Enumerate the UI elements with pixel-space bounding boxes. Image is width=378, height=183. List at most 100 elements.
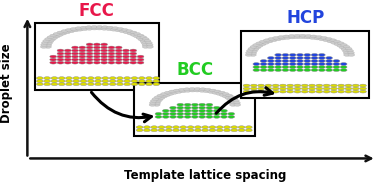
- Circle shape: [122, 29, 129, 31]
- Circle shape: [184, 109, 191, 112]
- Circle shape: [231, 129, 238, 132]
- Circle shape: [72, 29, 79, 32]
- Circle shape: [280, 90, 286, 93]
- Circle shape: [110, 28, 117, 31]
- Circle shape: [36, 80, 43, 83]
- Circle shape: [138, 80, 145, 83]
- Circle shape: [216, 129, 223, 132]
- Circle shape: [124, 83, 130, 86]
- Circle shape: [221, 112, 227, 115]
- Circle shape: [140, 40, 147, 43]
- Circle shape: [250, 52, 257, 54]
- Circle shape: [157, 94, 164, 97]
- Circle shape: [330, 39, 336, 42]
- Circle shape: [101, 61, 107, 64]
- Circle shape: [282, 63, 289, 65]
- Circle shape: [213, 106, 220, 109]
- Circle shape: [275, 53, 282, 56]
- Circle shape: [149, 103, 156, 106]
- Circle shape: [359, 90, 366, 93]
- Circle shape: [107, 26, 113, 29]
- Circle shape: [42, 41, 48, 44]
- Circle shape: [311, 59, 318, 62]
- Circle shape: [171, 91, 178, 94]
- Circle shape: [138, 83, 145, 86]
- Circle shape: [119, 30, 126, 33]
- Circle shape: [333, 59, 340, 62]
- Circle shape: [200, 88, 206, 91]
- Circle shape: [287, 90, 294, 93]
- Circle shape: [311, 69, 318, 72]
- Circle shape: [108, 61, 115, 64]
- Circle shape: [251, 84, 257, 87]
- Circle shape: [64, 61, 71, 64]
- Circle shape: [280, 84, 286, 87]
- Circle shape: [212, 91, 219, 94]
- Circle shape: [318, 59, 325, 62]
- Circle shape: [227, 98, 234, 101]
- Circle shape: [109, 83, 116, 86]
- Circle shape: [65, 29, 72, 31]
- Circle shape: [141, 42, 148, 45]
- Circle shape: [51, 80, 58, 83]
- Circle shape: [318, 66, 325, 68]
- Circle shape: [106, 28, 113, 31]
- Circle shape: [321, 37, 327, 39]
- Circle shape: [314, 37, 321, 40]
- Circle shape: [316, 87, 323, 90]
- Circle shape: [93, 52, 100, 55]
- Circle shape: [348, 51, 355, 54]
- Circle shape: [260, 69, 267, 72]
- Circle shape: [187, 129, 194, 132]
- Circle shape: [275, 66, 282, 68]
- Circle shape: [282, 53, 289, 56]
- Circle shape: [49, 38, 56, 41]
- Circle shape: [53, 35, 60, 38]
- Circle shape: [112, 27, 119, 30]
- Circle shape: [256, 42, 263, 45]
- Circle shape: [95, 77, 101, 80]
- Circle shape: [87, 77, 94, 80]
- Circle shape: [305, 35, 312, 37]
- Circle shape: [131, 80, 138, 83]
- Circle shape: [102, 26, 108, 29]
- Circle shape: [101, 27, 108, 30]
- Circle shape: [57, 58, 64, 61]
- Circle shape: [345, 90, 352, 93]
- Circle shape: [234, 101, 240, 104]
- Circle shape: [93, 55, 100, 58]
- Circle shape: [153, 83, 160, 86]
- Circle shape: [47, 40, 54, 43]
- Circle shape: [289, 66, 296, 68]
- Circle shape: [73, 80, 80, 83]
- Circle shape: [228, 100, 235, 103]
- Circle shape: [101, 55, 107, 58]
- Circle shape: [163, 109, 169, 112]
- Circle shape: [268, 59, 274, 62]
- Circle shape: [330, 90, 337, 93]
- Circle shape: [289, 59, 296, 62]
- Circle shape: [153, 80, 160, 83]
- Circle shape: [72, 46, 78, 49]
- Circle shape: [268, 38, 274, 40]
- Circle shape: [95, 83, 101, 86]
- Circle shape: [70, 28, 77, 30]
- Circle shape: [189, 89, 196, 92]
- Circle shape: [311, 53, 318, 56]
- Circle shape: [86, 52, 93, 55]
- Circle shape: [326, 63, 333, 65]
- Circle shape: [287, 87, 294, 90]
- Circle shape: [93, 58, 100, 61]
- Circle shape: [79, 61, 86, 64]
- Circle shape: [158, 126, 165, 129]
- Circle shape: [260, 59, 267, 62]
- Circle shape: [158, 129, 165, 132]
- Circle shape: [124, 80, 130, 83]
- Bar: [134, 83, 256, 136]
- Circle shape: [326, 57, 333, 59]
- Circle shape: [177, 103, 184, 106]
- Circle shape: [213, 112, 220, 115]
- Circle shape: [86, 27, 93, 30]
- Circle shape: [245, 53, 252, 56]
- Circle shape: [297, 57, 304, 59]
